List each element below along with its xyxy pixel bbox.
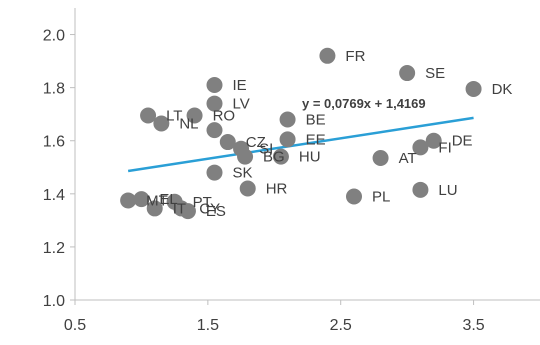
data-point-hr xyxy=(239,180,256,197)
data-point-dk xyxy=(465,80,482,97)
data-point-ro xyxy=(186,107,203,124)
point-label-lt: LT xyxy=(166,108,182,125)
point-label-mt: MT xyxy=(146,192,168,209)
y-tick-label: 1.0 xyxy=(43,293,65,310)
point-label-se: SE xyxy=(425,65,445,82)
y-tick-labels: 1.0 1.2 1.4 1.6 1.8 2.0 xyxy=(43,28,75,310)
data-point-fr xyxy=(319,47,336,64)
point-label-pt: PT xyxy=(193,194,212,211)
point-label-hr: HR xyxy=(266,181,288,198)
data-point-el xyxy=(133,191,150,208)
x-tick-label: 3.5 xyxy=(462,317,484,334)
point-label-si: SI xyxy=(259,141,273,158)
x-tick-label: 2.5 xyxy=(330,317,352,334)
point-label-lv: LV xyxy=(233,96,250,113)
y-tick-label: 1.2 xyxy=(43,240,65,257)
data-point-lv xyxy=(206,95,223,112)
y-tick-label: 1.4 xyxy=(43,187,65,204)
point-label-cz: CZ xyxy=(246,134,266,151)
point-label-lu: LU xyxy=(438,182,457,199)
data-point-hu xyxy=(272,148,289,165)
y-tick-label: 1.8 xyxy=(43,81,65,98)
trendline-equation: y = 0,0769x + 1,4169 xyxy=(302,96,426,111)
point-label-pl: PL xyxy=(372,188,390,205)
data-point-pl xyxy=(346,188,362,205)
point-label-fr: FR xyxy=(345,48,365,65)
point-label-at: AT xyxy=(399,150,417,167)
data-point-mt xyxy=(120,192,137,209)
point-label-ie: IE xyxy=(233,77,247,94)
point-label-ee: EE xyxy=(306,131,326,148)
axes xyxy=(74,8,540,301)
data-point-lt xyxy=(140,107,157,124)
data-point-de xyxy=(425,132,442,149)
data-point-bg xyxy=(237,148,254,165)
point-label-ro: RO xyxy=(213,108,236,125)
data-point-cz xyxy=(219,134,236,151)
data-point-it xyxy=(146,200,163,217)
data-point-sk xyxy=(206,164,223,181)
data-point-lu xyxy=(412,181,429,198)
data-point-es xyxy=(179,203,196,220)
data-point-nl xyxy=(153,115,170,132)
data-point-se xyxy=(399,65,416,82)
data-point-fi xyxy=(412,139,429,156)
data-point xyxy=(206,122,223,139)
point-label-hu: HU xyxy=(299,149,321,166)
x-tick-label: 0.5 xyxy=(64,317,86,334)
point-label-be: BE xyxy=(306,111,326,128)
point-label-es: ES xyxy=(206,203,226,220)
data-point-ie xyxy=(206,76,223,93)
point-label-sk: SK xyxy=(233,165,253,182)
point-label-it: IT xyxy=(173,200,186,217)
point-label-bg: BG xyxy=(263,149,285,166)
trend-line xyxy=(127,116,474,173)
point-label-el: EL xyxy=(159,191,177,208)
data-points xyxy=(120,47,482,220)
point-label-cy: CY xyxy=(199,200,220,217)
point-label-fi: FI xyxy=(438,139,451,156)
y-tick-label: 2.0 xyxy=(43,28,65,45)
point-label-dk: DK xyxy=(492,81,513,98)
data-point-ee xyxy=(279,131,296,148)
point-label-nl: NL xyxy=(179,115,198,132)
data-point-be xyxy=(279,111,296,128)
y-tick-label: 1.6 xyxy=(43,134,65,151)
data-point-at xyxy=(372,149,389,166)
point-label-de: DE xyxy=(452,133,473,150)
x-tick-labels: 0.5 1.5 2.5 3.5 xyxy=(64,300,485,334)
x-tick-label: 1.5 xyxy=(197,317,219,334)
